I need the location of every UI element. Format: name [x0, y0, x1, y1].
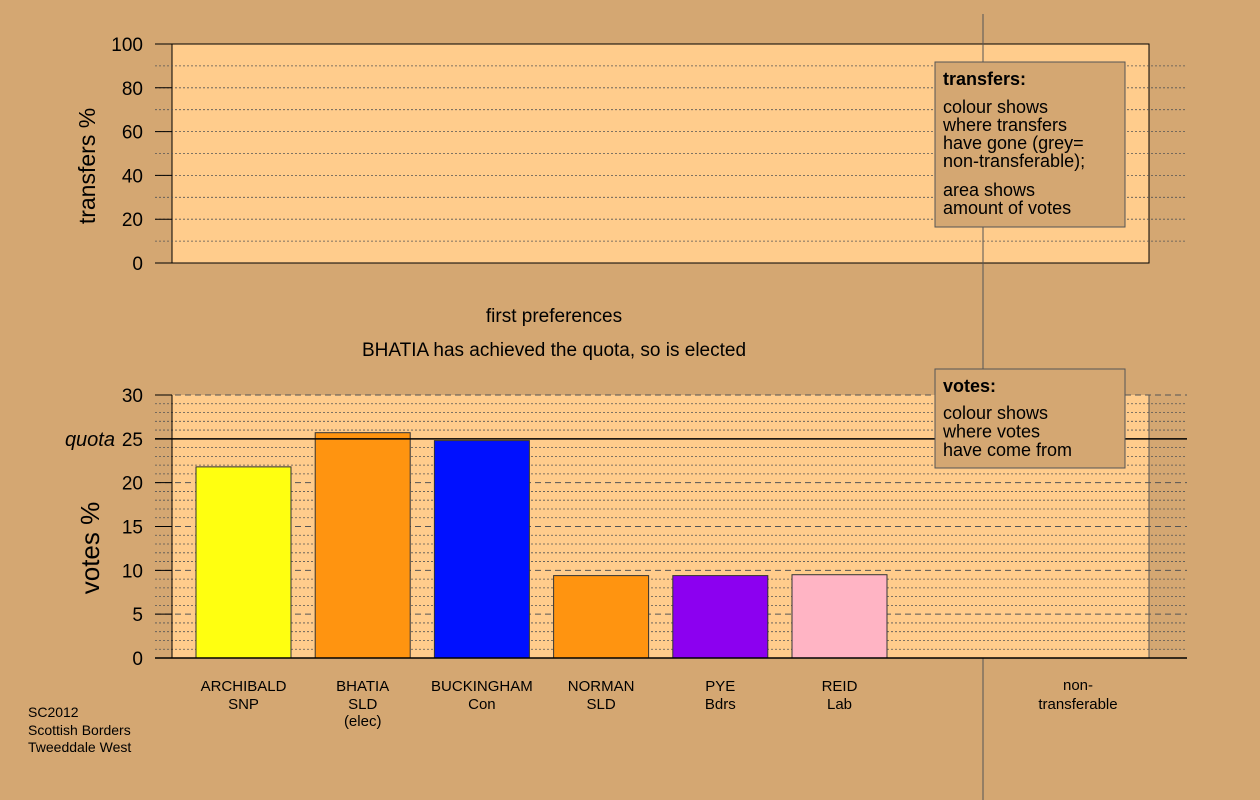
transfers-tick-label: 60 — [122, 123, 143, 144]
transfers-legend-title: transfers: — [943, 69, 1026, 89]
candidate-party: Con — [468, 696, 496, 713]
votes-legend-line: have come from — [943, 440, 1072, 460]
candidate-party: Lab — [827, 696, 852, 713]
transfers-axis-label: transfers % — [74, 108, 100, 224]
candidate-name: NORMAN — [568, 678, 635, 695]
transfers-tick-label: 0 — [132, 254, 143, 275]
stage-status: BHATIA has achieved the quota, so is ele… — [362, 340, 746, 361]
candidate-name: PYE — [705, 678, 735, 695]
transfers-legend-line: have gone (grey= — [943, 133, 1084, 153]
candidate-name: BHATIA — [336, 678, 389, 695]
transfers-tick-label: 100 — [111, 35, 143, 56]
candidate-party: SLD — [348, 696, 377, 713]
votes-tick-label: 10 — [122, 561, 143, 582]
candidate-name: BUCKINGHAM — [431, 678, 533, 695]
bar-norman — [553, 575, 650, 659]
transfers-legend-line: non-transferable); — [943, 151, 1085, 171]
transfers-tick-label: 40 — [122, 166, 143, 187]
votes-axis-label: votes % — [75, 502, 105, 595]
votes-tick-label: 25 — [122, 430, 143, 451]
votes-legend-box — [934, 368, 1126, 469]
footer-line-2: Scottish Borders — [28, 722, 131, 738]
transfers-legend-line: where transfers — [942, 115, 1067, 135]
transfers-legend-line: amount of votes — [943, 198, 1071, 218]
candidate-name: REID — [822, 678, 858, 695]
votes-bars — [195, 432, 888, 659]
votes-legend-title: votes: — [943, 376, 996, 396]
quota-label: quota — [65, 429, 115, 451]
transfers-legend-line: colour shows — [943, 97, 1048, 117]
transfers-y-ticks: 0 20 40 60 80 100 — [111, 35, 172, 275]
candidate-status: (elec) — [344, 713, 382, 730]
footer-line-3: Tweeddale West — [28, 739, 131, 755]
candidate-name: ARCHIBALD — [201, 678, 287, 695]
transfers-legend-line: area shows — [943, 180, 1035, 200]
candidate-party: SLD — [587, 696, 616, 713]
transfers-tick-label: 20 — [122, 210, 143, 231]
candidate-labels: ARCHIBALDSNPBHATIASLD(elec)BUCKINGHAMCon… — [201, 678, 858, 730]
transfers-tick-label: 80 — [122, 79, 143, 100]
candidate-party: SNP — [228, 696, 259, 713]
nontransferable-label-2: transferable — [1038, 696, 1117, 713]
footer: SC2012 Scottish Borders Tweeddale West — [28, 704, 131, 755]
votes-tick-label: 30 — [122, 386, 143, 407]
votes-legend-line: where votes — [942, 422, 1040, 442]
votes-legend-line: colour shows — [943, 403, 1048, 423]
votes-tick-label: 0 — [132, 649, 143, 670]
transfers-legend-box — [934, 61, 1126, 228]
footer-line-1: SC2012 — [28, 704, 79, 720]
nontransferable-label-1: non- — [1063, 677, 1093, 694]
bar-reid — [791, 574, 888, 659]
bar-pye — [672, 575, 769, 659]
bar-buckingham — [433, 440, 530, 659]
stage-title: first preferences — [486, 306, 622, 327]
bar-bhatia — [314, 432, 411, 659]
bar-archibald — [195, 466, 292, 659]
votes-tick-label: 20 — [122, 474, 143, 495]
votes-y-ticks: 0 5 10 15 20 25 30 — [122, 386, 172, 670]
candidate-party: Bdrs — [705, 696, 736, 713]
votes-tick-label: 5 — [132, 605, 143, 626]
votes-tick-label: 15 — [122, 518, 143, 539]
